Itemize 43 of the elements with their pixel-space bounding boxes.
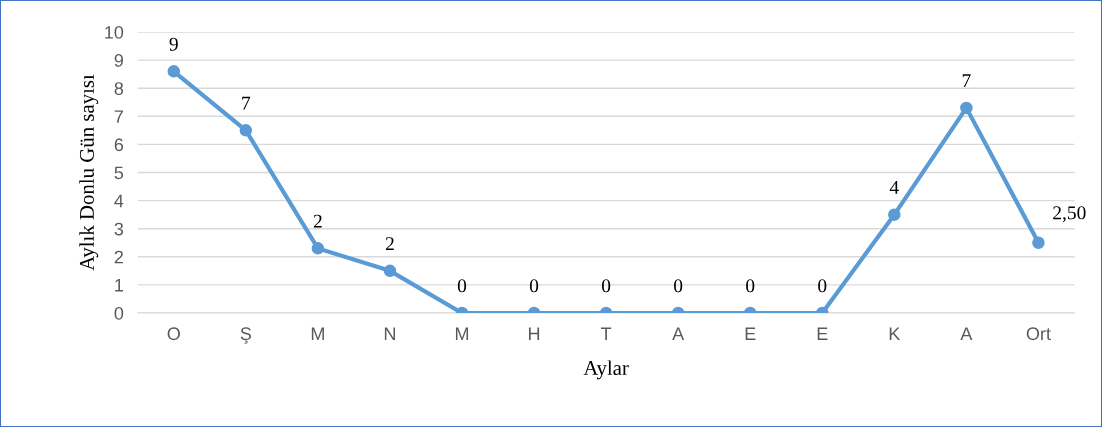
- x-tick-label: A: [672, 327, 685, 340]
- y-axis-title: Aylık Donlu Gün sayısı: [79, 74, 99, 271]
- y-tick-label: 0: [114, 306, 124, 320]
- data-label: 9: [169, 37, 178, 51]
- data-label: 4: [889, 181, 899, 194]
- data-label: 7: [962, 74, 971, 88]
- y-tick-label: 6: [114, 138, 124, 152]
- data-label: 0: [674, 279, 683, 293]
- x-tick-label: M: [455, 327, 469, 340]
- y-tick-label: 4: [114, 194, 124, 208]
- data-label: 0: [601, 279, 611, 293]
- y-tick-label: 2: [114, 250, 123, 264]
- x-tick-label: K: [889, 327, 901, 340]
- y-tick-label: 5: [114, 166, 124, 180]
- x-tick-label: E: [817, 327, 828, 340]
- data-label: 2,50: [1053, 206, 1086, 223]
- data-label: 0: [457, 279, 467, 293]
- x-tick-label: A: [960, 327, 973, 340]
- data-label: 0: [746, 279, 755, 293]
- x-tick-label: Ş: [240, 327, 252, 344]
- y-tick-label: 9: [114, 54, 124, 67]
- y-tick-label: 10: [105, 25, 124, 39]
- y-tick-label: 3: [114, 222, 124, 236]
- x-tick-label: T: [600, 327, 612, 340]
- data-label: 2: [385, 237, 394, 251]
- y-tick-label: 7: [114, 110, 123, 123]
- y-tick-label: 8: [114, 82, 124, 95]
- data-label: 0: [529, 279, 539, 293]
- x-tick-label: N: [384, 327, 395, 340]
- data-label: 0: [818, 279, 827, 293]
- data-label: 7: [242, 96, 251, 110]
- x-tick-label: H: [529, 327, 540, 340]
- point: [888, 208, 901, 221]
- point: [167, 65, 181, 78]
- point: [239, 124, 253, 137]
- point: [960, 101, 973, 115]
- x-axis-title: Aylar: [583, 360, 629, 380]
- x-tick-label: E: [745, 327, 756, 340]
- x-tick-label: Ort: [1026, 327, 1051, 341]
- x-tick-label: M: [311, 327, 324, 340]
- data-label: 2: [313, 214, 322, 228]
- y-tick-label: 1: [115, 279, 123, 292]
- x-tick-label: O: [167, 327, 180, 341]
